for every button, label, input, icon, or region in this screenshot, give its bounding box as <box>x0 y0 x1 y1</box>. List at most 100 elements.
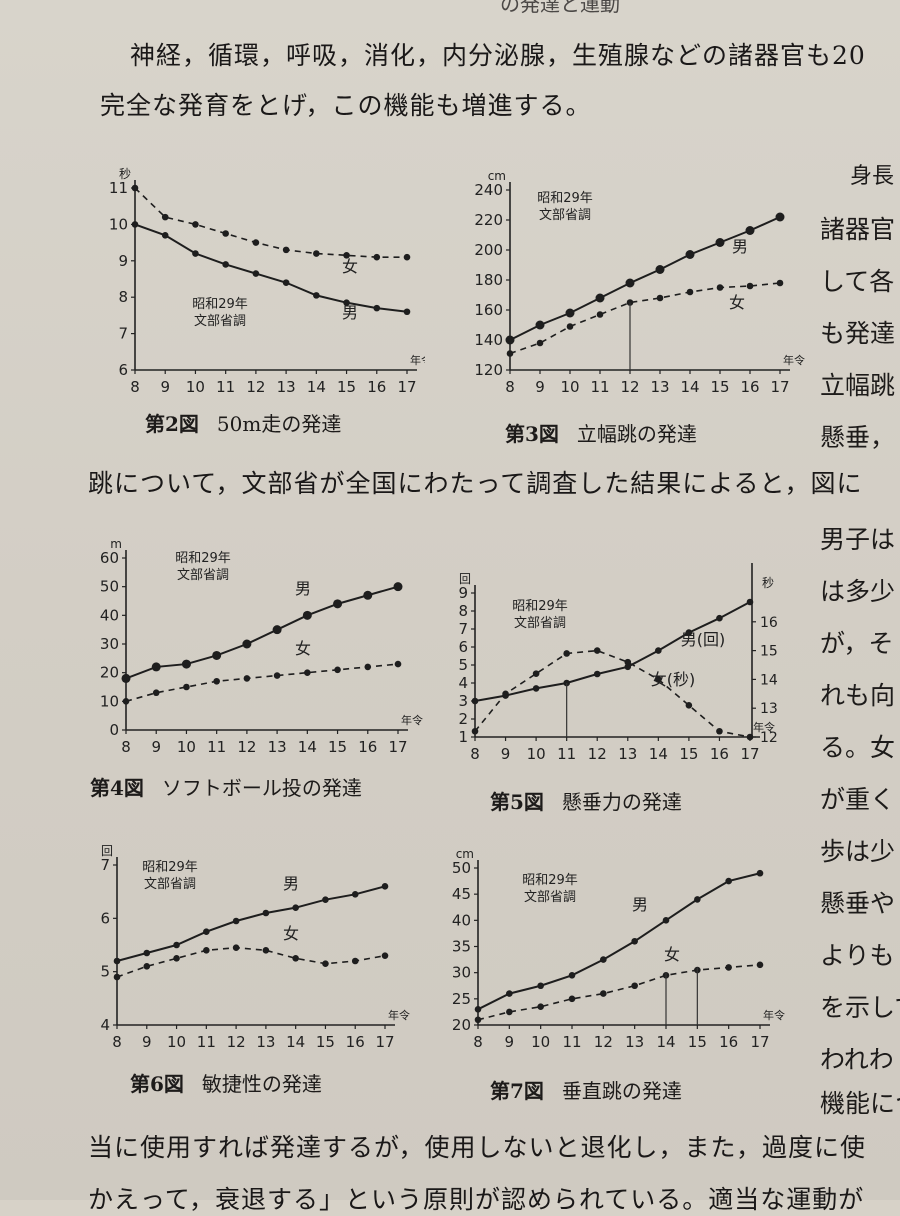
y-tick-label: 7 <box>118 325 128 343</box>
right-column-line: 立幅跳 <box>820 371 896 400</box>
y-tick-label: 30 <box>452 964 471 982</box>
data-point <box>304 669 311 676</box>
x-tick-label: 15 <box>710 378 729 396</box>
y-unit-label: cm <box>488 169 506 183</box>
data-point <box>212 650 222 660</box>
y-unit-label: 秒 <box>119 167 131 181</box>
y-tick-label: 20 <box>100 664 119 682</box>
y-tick-label: 4 <box>100 1016 110 1034</box>
y2-tick-label: 16 <box>760 615 778 631</box>
x-tick-label: 13 <box>256 1033 275 1050</box>
right-column-line: を示して <box>820 993 900 1022</box>
x-tick-label: 11 <box>562 1033 581 1051</box>
figure-4-caption: 第4図 ソフトボール投の発達 <box>90 772 362 801</box>
x-tick-label: 15 <box>316 1033 335 1050</box>
y-tick-label: 180 <box>474 271 503 289</box>
data-point <box>222 261 229 268</box>
note-line-2: 文部省調 <box>539 208 591 223</box>
y-tick-label: 50 <box>100 578 119 596</box>
data-point <box>403 308 411 316</box>
x-tick-label: 8 <box>121 738 131 756</box>
data-point <box>203 928 210 935</box>
data-point <box>474 1016 482 1024</box>
data-point <box>333 599 343 609</box>
x-tick-label: 9 <box>535 378 545 396</box>
y-tick-label: 220 <box>474 211 503 229</box>
data-point <box>364 663 372 671</box>
x-tick-label: 8 <box>505 378 515 396</box>
figure-6-title: 敏捷性の発達 <box>201 1072 322 1096</box>
y-tick-label: 40 <box>452 911 471 929</box>
series-line-2 <box>134 187 407 258</box>
data-point <box>596 311 604 318</box>
y-tick-label: 25 <box>452 990 471 1008</box>
y-tick-label: 120 <box>474 361 503 379</box>
series-label: 女 <box>295 639 311 658</box>
data-point <box>232 944 240 951</box>
right-column-line: が，そ <box>820 629 894 658</box>
data-point <box>532 685 540 692</box>
y-tick-label: 6 <box>458 638 468 656</box>
data-point <box>313 250 320 257</box>
x-tick-label: 13 <box>618 745 637 763</box>
series-line-2 <box>477 964 761 1021</box>
right-column-line: 懸垂や <box>820 889 896 918</box>
series-line-2 <box>125 663 399 703</box>
right-column-line: 機能につ <box>820 1089 900 1118</box>
series-line-2 <box>509 282 781 355</box>
x-tick-label: 13 <box>650 378 669 396</box>
series-label: 女 <box>729 293 745 312</box>
figure-7-chart: 20 25 30 35 40 45 50 8 9 10 11 12 13 14 15 16 17 cm 年令 男女 昭和… <box>440 840 790 1055</box>
y-tick-label: 3 <box>458 692 468 710</box>
note-line-1: 昭和29年 <box>192 297 248 312</box>
x-tick-label: 17 <box>397 378 416 396</box>
y-tick-label: 5 <box>100 963 110 981</box>
y-tick-label: 30 <box>100 635 119 653</box>
right-column-line: は多少 <box>820 577 896 606</box>
running-header: の発達と運動 <box>500 0 620 16</box>
x-tick-label: 14 <box>286 1033 305 1050</box>
series-line-2 <box>116 946 386 978</box>
x-tick-label: 12 <box>237 738 256 756</box>
data-point <box>183 683 190 691</box>
series-label: 男 <box>732 237 748 256</box>
x-tick-label: 17 <box>740 745 759 763</box>
x-tick-label: 10 <box>527 745 546 763</box>
x-unit-label: 年令 <box>410 353 425 367</box>
series-line-2 <box>474 649 751 738</box>
figure-2-caption: 第2図 50m走の発達 <box>145 408 341 437</box>
data-point <box>725 877 732 885</box>
right-column-line: われわ <box>820 1045 894 1074</box>
fig7-svg: 20 25 30 35 40 45 50 8 9 10 11 12 13 14 15 16 17 cm 年令 男女 昭和… <box>452 847 785 1051</box>
data-point <box>506 350 514 357</box>
y-tick-label: 60 <box>100 549 119 567</box>
data-point <box>131 221 139 228</box>
fig3-svg: 120 140 160 180 200 220 240 8 9 10 11 12 13 14 15 16 17 c… <box>474 169 805 396</box>
x-tick-label: 10 <box>560 378 579 396</box>
data-point <box>322 960 329 967</box>
y2-tick-label: 13 <box>760 701 778 717</box>
body-text-line-1: 神経，循環，呼吸，消化，内分泌腺，生殖腺などの諸器官も20 <box>130 41 866 70</box>
y-tick-label: 45 <box>452 885 471 903</box>
figure-5-chart: 1 2 3 4 5 6 7 8 9 8 9 10 11 12 13 14 15 16 17 回年令 12 13 14 15 16… <box>445 555 795 765</box>
series-line-1 <box>116 885 386 962</box>
figure-6-caption: 第6図 敏捷性の発達 <box>130 1068 322 1097</box>
series-line-1 <box>125 585 399 680</box>
x-tick-label: 8 <box>112 1033 122 1050</box>
series-label: 男 <box>632 895 648 914</box>
x-tick-label: 9 <box>142 1033 152 1050</box>
data-point <box>143 949 151 957</box>
series-line-1 <box>509 216 781 341</box>
y2-tick-label: 15 <box>760 644 778 660</box>
data-point <box>716 284 724 291</box>
data-point <box>232 917 240 925</box>
data-point <box>694 896 701 903</box>
data-point <box>394 660 402 668</box>
data-point <box>746 282 754 290</box>
data-point <box>173 941 180 949</box>
body-text-line-4: 当に使用すれば発達するが，使用しないと退化し，また，過度に使 <box>88 1133 867 1162</box>
series-label: 女 <box>283 924 299 943</box>
data-point <box>625 278 635 288</box>
body-text-line-5: かえって，衰退する」という原則が認められている。適当な運動が <box>88 1185 865 1214</box>
